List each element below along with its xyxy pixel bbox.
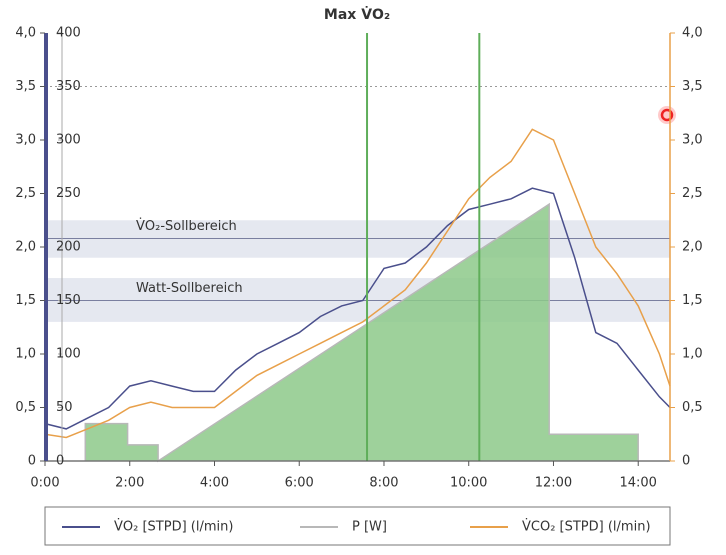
cursor-glow [658,106,676,124]
x-tick-label: 8:00 [369,476,398,491]
y-right-tick-label: 4,0 [682,26,703,41]
y2-tick-label: 250 [56,186,81,201]
legend-label: P [W] [352,520,387,535]
x-tick-label: 6:00 [285,476,314,491]
y2-tick-label: 150 [56,293,81,308]
y-tick-label: 0 [28,454,36,469]
y-right-tick-label: 3,5 [682,79,703,94]
target-band [45,278,670,322]
x-tick-label: 4:00 [200,476,229,491]
y2-tick-label: 0 [56,454,64,469]
y2-tick-label: 50 [56,400,73,415]
band-label: V̇O₂-Sollbereich [136,219,237,234]
y-right-tick-label: 3,0 [682,133,703,148]
legend-box [44,506,671,546]
band-label: Watt-Sollbereich [136,281,243,296]
x-tick-label: 2:00 [115,476,144,491]
y-tick-label: 3,5 [15,79,36,94]
x-tick-label: 12:00 [535,476,572,491]
y2-tick-label: 100 [56,347,81,362]
y2-tick-label: 350 [56,79,81,94]
y-tick-label: 3,0 [15,133,36,148]
y-tick-label: 0,5 [15,400,36,415]
x-tick-label: 14:00 [619,476,656,491]
y-tick-label: 1,0 [15,347,36,362]
y-right-tick-label: 1,0 [682,347,703,362]
left-axis [44,33,48,461]
y2-tick-label: 400 [56,26,81,41]
series-line [44,128,671,439]
y-right-tick-label: 0,5 [682,400,703,415]
y-right-tick-label: 1,5 [682,293,703,308]
x-tick-label: 10:00 [450,476,487,491]
y-tick-label: 2,5 [15,186,36,201]
y-right-tick-label: 2,0 [682,240,703,255]
y-right-tick-label: 2,5 [682,186,703,201]
legend-label: V̇O₂ [STPD] (l/min) [114,519,233,534]
y2-tick-label: 200 [56,240,81,255]
cursor [660,108,674,122]
target-band [45,220,670,258]
legend-label: V̇CO₂ [STPD] (l/min) [522,519,651,534]
y-tick-label: 4,0 [15,26,36,41]
y-tick-label: 2,0 [15,240,36,255]
y2-tick-label: 300 [56,133,81,148]
y-right-tick-label: 0 [682,454,690,469]
series-line [44,187,671,430]
chart-title: Max V̇O₂ [324,6,390,23]
y-tick-label: 1,5 [15,293,36,308]
x-tick-label: 0:00 [30,476,59,491]
